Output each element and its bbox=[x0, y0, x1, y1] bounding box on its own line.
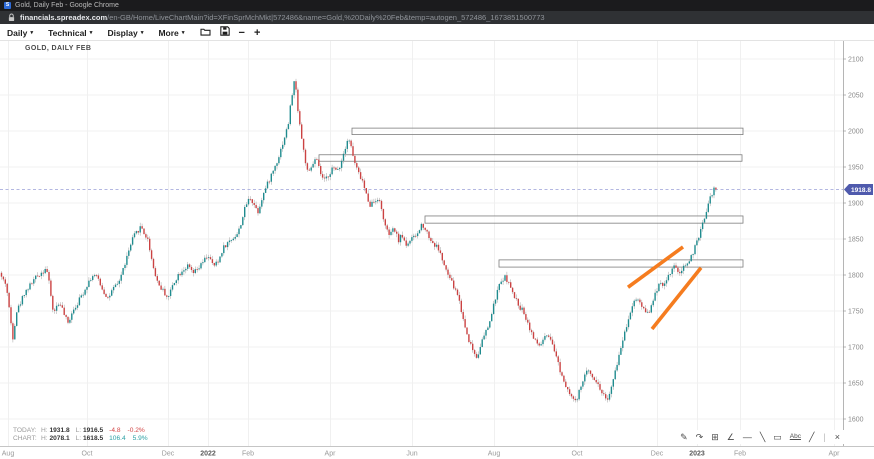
save-icon[interactable] bbox=[219, 26, 230, 36]
price-tick-label: 2000 bbox=[848, 128, 864, 135]
x-axis-label: Feb bbox=[242, 451, 254, 458]
price-range-box[interactable] bbox=[498, 259, 744, 268]
menu-technical[interactable]: Technical ▾ bbox=[48, 28, 92, 38]
current-price-value: 1918.8 bbox=[851, 187, 871, 194]
x-axis-label: Dec bbox=[651, 451, 664, 458]
stats-change-pct: 5.9% bbox=[132, 434, 148, 442]
price-tick-label: 1750 bbox=[848, 308, 864, 315]
trendline[interactable] bbox=[626, 245, 685, 289]
x-axis-label: Apr bbox=[325, 451, 337, 458]
menu-label: Daily bbox=[7, 28, 28, 38]
trendline[interactable] bbox=[650, 266, 703, 331]
menu-label: Technical bbox=[48, 28, 87, 38]
open-chart-icon[interactable] bbox=[199, 27, 211, 36]
text-tool-icon[interactable]: Abc bbox=[789, 433, 801, 440]
price-tick-label: 2100 bbox=[848, 56, 864, 63]
price-tick-label: 1900 bbox=[848, 200, 864, 207]
x-axis-label: Feb bbox=[734, 451, 746, 458]
url-path: /en-GB/Home/LiveChartMain?id=XFinSprMchM… bbox=[107, 13, 545, 22]
chevron-down-icon: ▾ bbox=[89, 30, 93, 36]
url-text: financials.spreadex.com/en-GB/Home/LiveC… bbox=[20, 13, 545, 22]
price-tick-label: 2050 bbox=[848, 92, 864, 99]
menu-label: More bbox=[158, 28, 179, 38]
stats-low: L: 1618.5 bbox=[75, 434, 104, 442]
chart-stats: TODAY: H: 1931.8 L: 1916.5 -4.8 -0.2% CHART: H… bbox=[13, 427, 155, 442]
stats-row: TODAY: H: 1931.8 L: 1916.5 -4.8 -0.2% bbox=[13, 427, 155, 435]
drawing-toolbar: ✎ ↷ ⊞ ∠ — ╲ ▭ Abc ╱ | × bbox=[674, 430, 846, 444]
price-tick-label: 1700 bbox=[848, 344, 864, 351]
stats-row-label: TODAY: bbox=[13, 427, 37, 434]
rectangle-tool-icon[interactable]: ▭ bbox=[773, 432, 782, 442]
price-range-boxes[interactable] bbox=[318, 127, 744, 268]
zoom-in-icon[interactable]: + bbox=[253, 27, 261, 39]
close-toolbar-icon[interactable]: × bbox=[834, 432, 840, 442]
menu-group: Daily ▾ Technical ▾ Display ▾ More ▾ bbox=[7, 23, 200, 41]
chevron-down-icon: ▾ bbox=[140, 30, 144, 36]
x-axis-label: Aug bbox=[2, 451, 15, 458]
chart-grid bbox=[0, 41, 843, 446]
price-range-box[interactable] bbox=[351, 127, 744, 136]
price-tick-label: 1600 bbox=[848, 416, 864, 423]
chevron-down-icon: ▾ bbox=[181, 30, 185, 36]
line-tool-icon[interactable]: ╱ bbox=[808, 432, 815, 442]
address-bar[interactable]: financials.spreadex.com/en-GB/Home/LiveC… bbox=[0, 11, 874, 24]
menu-more[interactable]: More ▾ bbox=[158, 28, 184, 38]
price-chart[interactable]: 2100 2050 2000 1950 1900 1850 1800 1750 1700 1650… bbox=[0, 41, 874, 459]
chevron-down-icon: ▾ bbox=[30, 30, 34, 36]
stats-change: 106.4 bbox=[109, 434, 126, 442]
chart-instrument-label: GOLD, DAILY FEB bbox=[25, 45, 92, 52]
zoom-out-icon[interactable]: − bbox=[238, 27, 245, 39]
x-axis-label: 2023 bbox=[689, 451, 705, 458]
pencil-tool-icon[interactable]: ✎ bbox=[680, 432, 688, 442]
chart-area[interactable]: 2100 2050 2000 1950 1900 1850 1800 1750 1700 1650… bbox=[0, 41, 874, 459]
url-domain: financials.spreadex.com bbox=[20, 13, 108, 22]
current-price-badge bbox=[844, 183, 873, 195]
menu-display[interactable]: Display ▾ bbox=[107, 28, 143, 38]
redo-tool-icon[interactable]: ↷ bbox=[695, 432, 704, 442]
price-tick-label: 1950 bbox=[848, 164, 864, 171]
stats-low: L: 1916.5 bbox=[75, 427, 104, 434]
stats-row-label: CHART: bbox=[13, 434, 37, 442]
stats-change-pct: -0.2% bbox=[127, 427, 145, 434]
price-tick-label: 1650 bbox=[848, 380, 864, 387]
menu-label: Display bbox=[107, 28, 138, 38]
grid-tool-icon[interactable]: ⊞ bbox=[711, 432, 719, 442]
window-titlebar: S Gold, Daily Feb - Google Chrome bbox=[0, 0, 874, 11]
stats-change: -4.8 bbox=[109, 427, 121, 434]
price-range-box[interactable] bbox=[318, 154, 743, 162]
x-axis-label: Apr bbox=[829, 451, 841, 458]
menu-daily[interactable]: Daily ▾ bbox=[7, 28, 33, 38]
lock-icon[interactable] bbox=[8, 13, 15, 22]
candles bbox=[0, 78, 717, 403]
menu-icon-group: − + bbox=[199, 23, 270, 41]
x-axis-label: 2022 bbox=[200, 451, 216, 458]
x-axis-label: Oct bbox=[572, 451, 583, 458]
chart-menubar: Daily ▾ Technical ▾ Display ▾ More ▾ − + bbox=[0, 24, 874, 41]
price-range-box[interactable] bbox=[424, 215, 744, 224]
trendline-tool-icon[interactable]: ╲ bbox=[759, 432, 766, 442]
spreadex-favicon: S bbox=[4, 2, 11, 9]
x-axis-label: Dec bbox=[162, 451, 175, 458]
horizontal-line-tool-icon[interactable]: — bbox=[742, 432, 752, 442]
toolbar-separator: | bbox=[823, 432, 826, 442]
stats-row: CHART: H: 2078.1 L: 1618.5 106.4 5.9% bbox=[13, 435, 155, 443]
stats-high: H: 1931.8 bbox=[41, 427, 70, 434]
x-axis-label: Jun bbox=[406, 451, 417, 458]
stats-high: H: 2078.1 bbox=[41, 434, 70, 442]
window-title: Gold, Daily Feb - Google Chrome bbox=[15, 2, 119, 9]
x-axis-label: Oct bbox=[82, 451, 93, 458]
angle-tool-icon[interactable]: ∠ bbox=[726, 432, 735, 442]
x-axis-label: Aug bbox=[488, 451, 501, 458]
price-tick-label: 1800 bbox=[848, 272, 864, 279]
price-tick-label: 1850 bbox=[848, 236, 864, 243]
